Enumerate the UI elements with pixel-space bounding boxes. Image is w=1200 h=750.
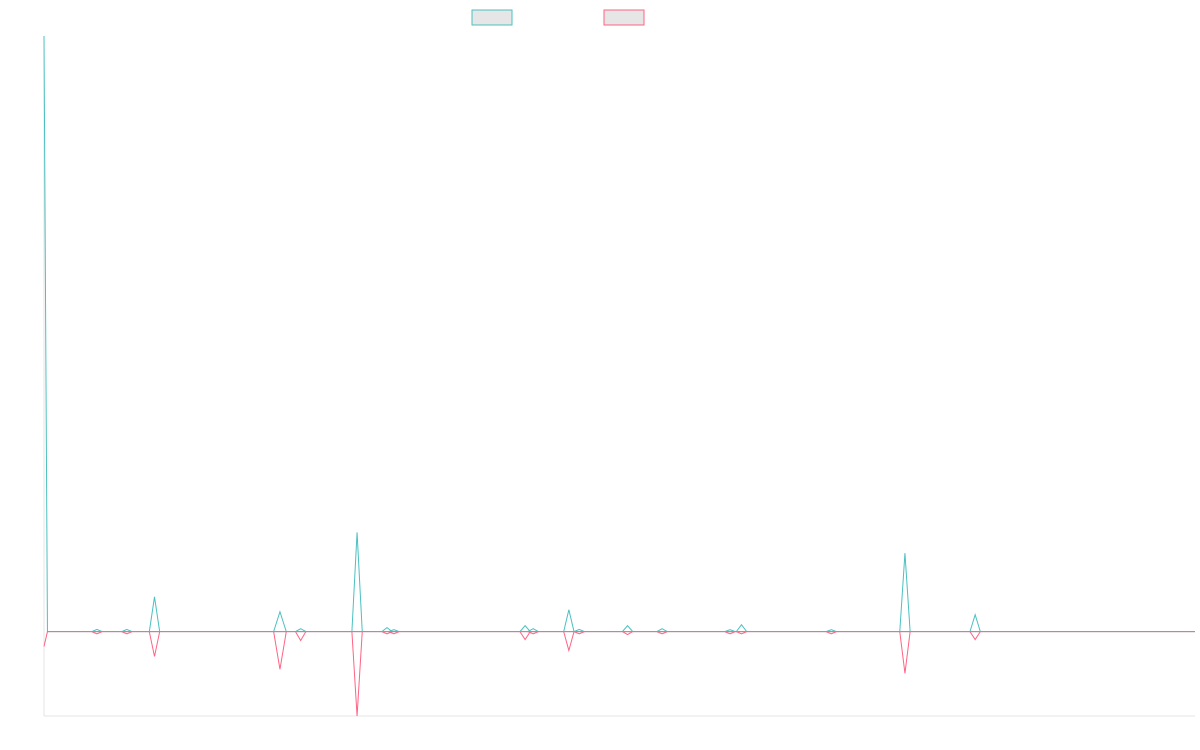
series-2-peak-1: [91, 631, 103, 635]
series-2-peak-8: [388, 631, 400, 635]
legend-swatch-2[interactable]: [603, 9, 645, 26]
series-1-peak-10: [527, 628, 539, 633]
series-1-peak-14: [656, 628, 668, 633]
series-1-peak-3: [148, 596, 161, 632]
series-1-peak-7: [381, 627, 393, 633]
series-1-peak-5: [295, 628, 307, 633]
series-1-peak-11: [563, 609, 575, 632]
series-1-peak-4: [273, 610, 287, 632]
series-2-peak-12: [573, 631, 585, 635]
plot-area: [43, 35, 1195, 717]
legend: [471, 9, 645, 26]
series-1-peak-17: [825, 629, 837, 633]
series-2-peak-11: [563, 631, 575, 653]
series-2-peak-18: [899, 631, 911, 674]
series-2-peak-19: [969, 631, 981, 641]
series-2-peak-3: [148, 631, 161, 657]
series-2-peak-13: [622, 631, 633, 636]
series-1-peak-16: [735, 623, 748, 632]
series-2-peak-5: [295, 631, 307, 642]
series-1-peak-8: [388, 629, 400, 633]
series-2-peak-17: [825, 631, 837, 635]
series-2-peak-15: [724, 631, 736, 635]
series-2-peak-2: [121, 631, 133, 635]
series-1-start-spike: [43, 35, 51, 633]
series-1-peak-18: [899, 553, 911, 632]
series-1-peak-9: [519, 624, 531, 632]
series-2-start-spike: [43, 631, 51, 647]
series-2-peak-9: [519, 631, 531, 641]
series-1-peak-12: [573, 628, 585, 633]
series-2-peak-4: [273, 631, 287, 670]
series-2-peak-10: [527, 631, 539, 635]
series-layer: [43, 35, 1195, 717]
series-2-peak-6: [351, 631, 363, 717]
series-2-peak-14: [656, 631, 668, 635]
legend-swatch-1[interactable]: [471, 9, 513, 26]
series-1-peak-13: [622, 624, 634, 632]
series-2-peak-16: [736, 631, 747, 635]
series-1-peak-15: [724, 629, 736, 633]
series-1-peak-2: [121, 628, 133, 633]
series-1-peak-19: [969, 613, 981, 632]
series-1-peak-1: [91, 628, 103, 633]
series-1-peak-6: [351, 532, 363, 632]
